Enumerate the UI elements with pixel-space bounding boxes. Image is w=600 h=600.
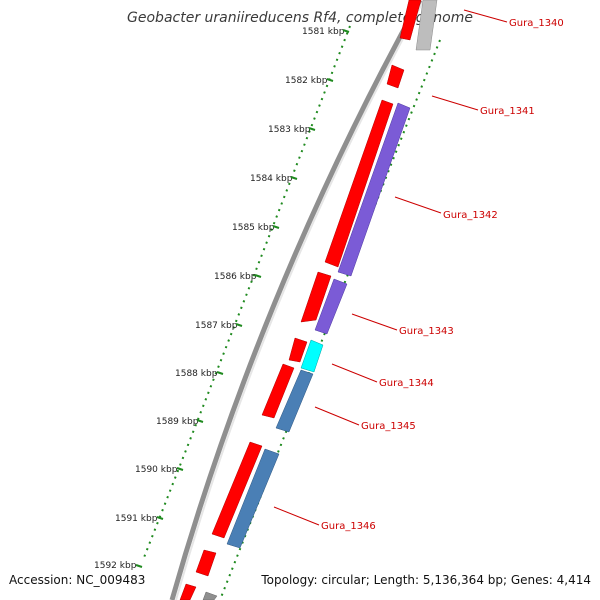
genome-title: Geobacter uraniireducens Rf4, complete g… [127,10,473,26]
tick-track-inner [219,39,441,600]
genome-backbone-highlight [175,0,425,600]
tick-mark [216,371,224,375]
accession-text: Accession: NC_009483 [9,573,146,587]
tick-label: 1588 kbp [175,369,218,379]
tick-label: 1585 kbp [232,223,275,233]
tick-mark [176,467,184,471]
tick-mark [308,127,316,131]
gene-labels: Gura_1340 Gura_1341 Gura_1342 Gura_1343 … [321,18,564,532]
blue-feature [275,369,314,433]
tick-label: 1581 kbp [302,27,345,37]
tick-mark [326,78,334,82]
cyan-feature [300,339,324,373]
gray-feature [202,591,218,600]
genome-summary-text: Topology: circular; Length: 5,136,364 bp… [261,573,591,587]
tick-label: 1584 kbp [250,174,293,184]
tick-mark [342,29,350,33]
gene-label: Gura_1345 [361,421,416,432]
tick-label: 1589 kbp [156,417,199,427]
tick-label: 1587 kbp [195,321,238,331]
gene-label: Gura_1341 [480,106,535,117]
cds-feature [179,583,197,600]
cds-feature [261,363,295,419]
tick-mark [156,516,164,520]
leader-line [331,363,378,383]
leader-line [351,313,398,331]
tick-mark [135,564,143,568]
tick-mark [290,176,298,180]
tick-label: 1586 kbp [214,272,257,282]
blue-feature [226,448,280,549]
tick-mark [235,323,243,327]
gene-label: Gura_1340 [509,18,564,29]
cds-track [179,0,422,600]
purple-feature [314,278,348,335]
tick-label: 1592 kbp [94,561,137,571]
gene-leaders [273,9,508,526]
cds-feature [300,271,332,323]
kbp-tick-marks [135,29,350,568]
cds-feature [386,64,405,89]
tick-mark [196,419,204,423]
tick-mark [272,225,280,229]
tick-label: 1590 kbp [135,465,178,475]
cds-feature [399,0,422,41]
leader-line [394,196,442,214]
gene-label: Gura_1344 [379,378,434,389]
kbp-tick-labels: 1581 kbp 1582 kbp 1583 kbp 1584 kbp 1585… [94,27,345,571]
tick-mark [254,274,262,278]
leader-line [273,506,320,526]
tick-label: 1591 kbp [115,514,158,524]
gene-label: Gura_1346 [321,521,376,532]
tick-label: 1583 kbp [268,125,311,135]
leader-line [314,406,360,426]
protein-track [202,0,438,600]
cds-feature [324,99,394,268]
gray-feature [415,0,438,51]
purple-feature [337,102,411,277]
gene-label: Gura_1343 [399,326,454,337]
cds-feature [211,441,263,539]
leader-line [463,9,508,23]
gene-label: Gura_1342 [443,210,498,221]
leader-line [431,95,479,111]
genome-backbone [169,0,423,600]
tick-label: 1582 kbp [285,76,328,86]
cds-feature [195,549,217,577]
cds-feature [288,337,308,363]
